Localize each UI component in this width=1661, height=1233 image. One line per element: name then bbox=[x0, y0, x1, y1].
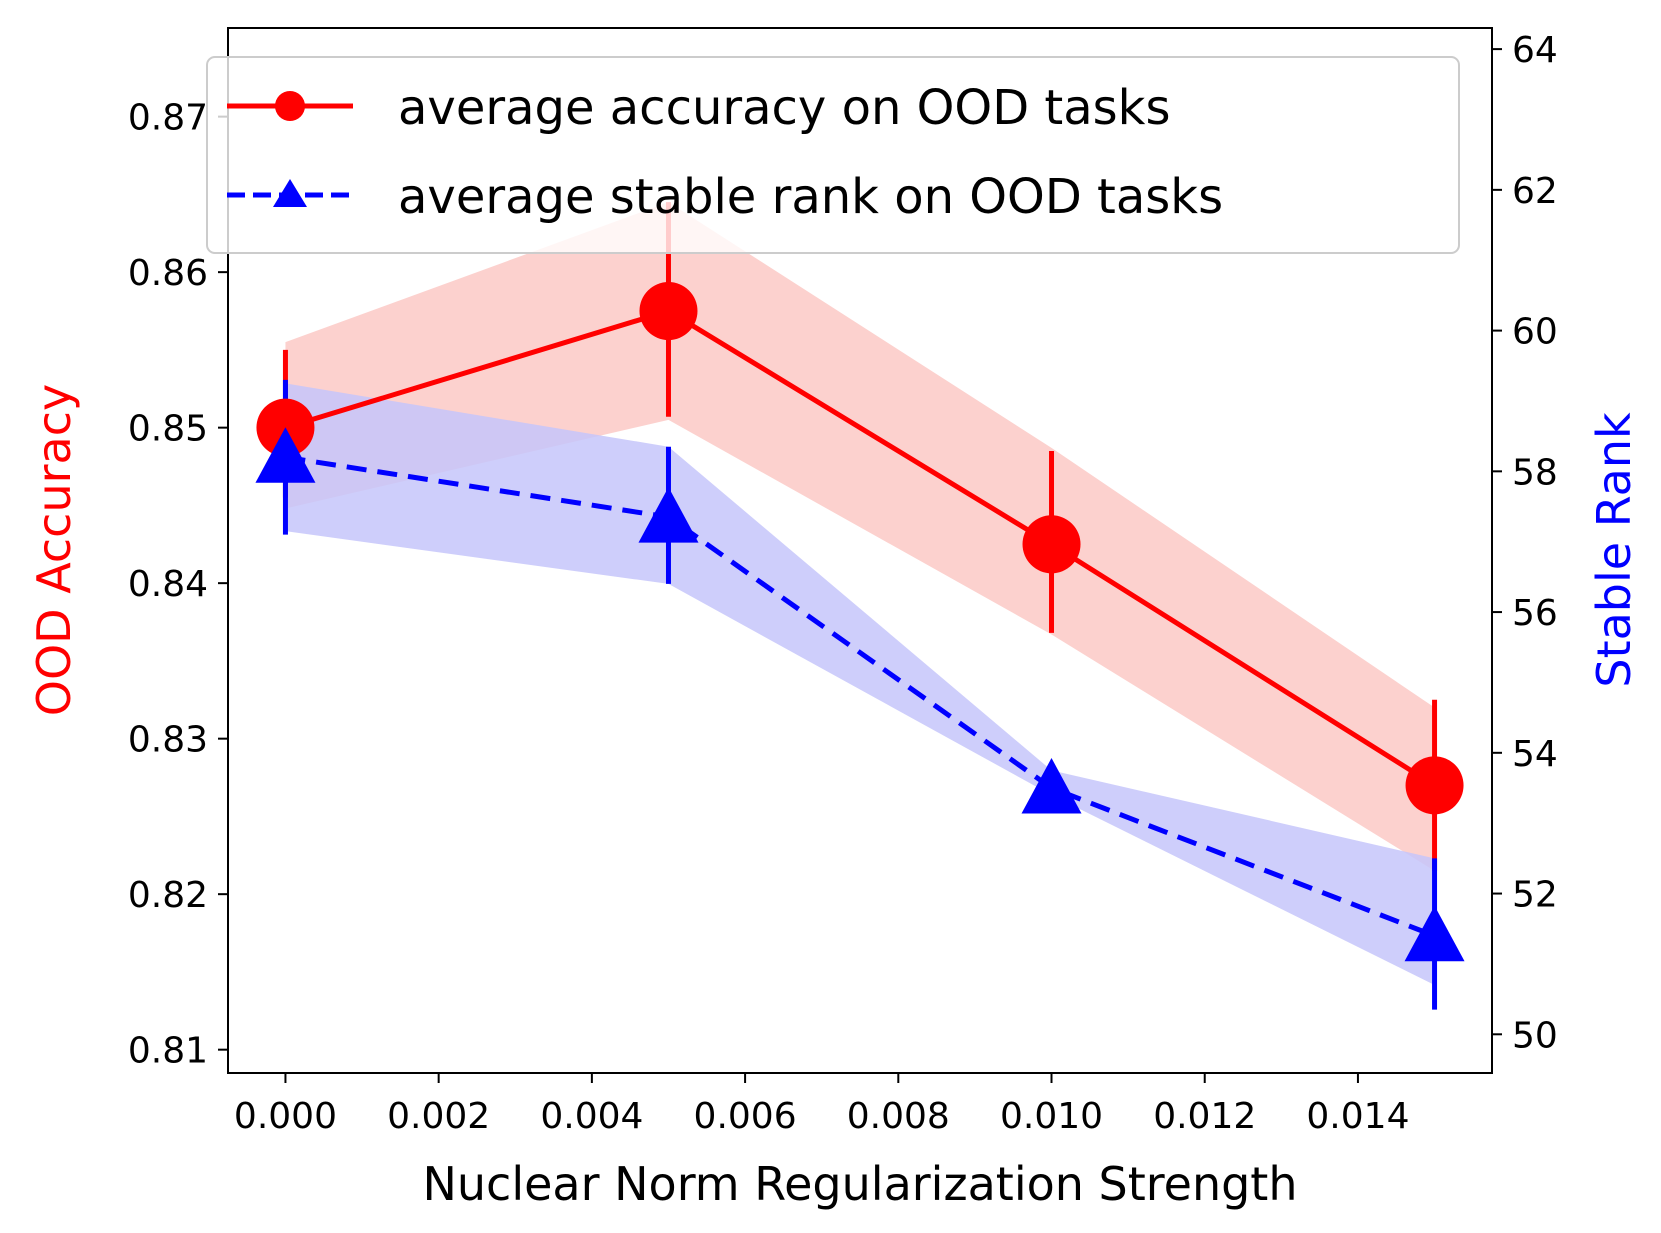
stable-rank-band bbox=[285, 383, 1435, 986]
right-y-tick-label: 54 bbox=[1512, 734, 1558, 775]
accuracy-band bbox=[285, 202, 1435, 871]
series-lines bbox=[284, 308, 1436, 939]
stable-rank-point bbox=[1404, 905, 1465, 962]
right-y-tick-label: 52 bbox=[1512, 875, 1558, 916]
left-y-tick-label: 0.84 bbox=[128, 564, 208, 605]
plot-frame bbox=[227, 27, 1493, 1074]
left-y-tick-label: 0.86 bbox=[128, 253, 208, 294]
accuracy-point bbox=[1022, 515, 1081, 574]
right-y-tick-label: 50 bbox=[1512, 1015, 1558, 1056]
series-markers bbox=[255, 282, 1465, 962]
x-tick-label: 0.002 bbox=[387, 1096, 490, 1137]
accuracy-point bbox=[639, 282, 698, 341]
legend-circle-marker bbox=[275, 91, 305, 121]
left-y-axis-ticks: 0.81 0.82 0.83 0.84 0.85 0.86 0.87 bbox=[128, 98, 228, 1072]
right-y-tick-label: 64 bbox=[1512, 30, 1558, 71]
left-y-tick-label: 0.87 bbox=[128, 98, 208, 139]
right-y-axis-label: Stable Rank bbox=[1587, 412, 1641, 688]
legend-box bbox=[206, 56, 1460, 254]
legend-triangle-marker bbox=[273, 179, 307, 207]
x-axis-ticks: 0.000 0.002 0.004 0.006 0.008 0.010 0.012 0.014 bbox=[234, 1073, 1409, 1137]
legend: average accuracy on OOD tasks average st… bbox=[206, 56, 1460, 254]
accuracy-line bbox=[284, 308, 1436, 788]
x-tick-label: 0.008 bbox=[847, 1096, 950, 1137]
right-y-tick-label: 56 bbox=[1512, 593, 1558, 634]
right-y-axis-ticks: 50 52 54 56 58 60 62 64 bbox=[1492, 30, 1558, 1056]
legend-label-accuracy: average accuracy on OOD tasks bbox=[398, 80, 1170, 136]
x-tick-label: 0.006 bbox=[694, 1096, 797, 1137]
x-tick-label: 0.010 bbox=[1000, 1096, 1103, 1137]
stable-rank-point bbox=[255, 427, 316, 483]
x-tick-label: 0.004 bbox=[540, 1096, 643, 1137]
left-y-tick-label: 0.82 bbox=[128, 875, 208, 916]
x-tick-label: 0.014 bbox=[1306, 1096, 1409, 1137]
left-y-axis-label: OOD Accuracy bbox=[27, 384, 81, 716]
x-tick-label: 0.012 bbox=[1153, 1096, 1256, 1137]
legend-label-stable-rank: average stable rank on OOD tasks bbox=[398, 169, 1223, 225]
stable-rank-line bbox=[285, 454, 1436, 939]
confidence-bands bbox=[285, 202, 1435, 986]
stable-rank-point bbox=[1021, 758, 1082, 814]
left-y-tick-label: 0.81 bbox=[128, 1031, 208, 1072]
right-y-tick-label: 58 bbox=[1512, 452, 1558, 493]
x-axis-label: Nuclear Norm Regularization Strength bbox=[422, 1157, 1297, 1211]
left-y-tick-label: 0.83 bbox=[128, 720, 208, 761]
left-y-tick-label: 0.85 bbox=[128, 409, 208, 450]
x-tick-label: 0.000 bbox=[234, 1096, 337, 1137]
accuracy-point bbox=[1405, 756, 1464, 815]
right-y-tick-label: 60 bbox=[1512, 312, 1558, 353]
right-y-tick-label: 62 bbox=[1512, 171, 1558, 212]
stable-rank-point bbox=[638, 487, 699, 543]
